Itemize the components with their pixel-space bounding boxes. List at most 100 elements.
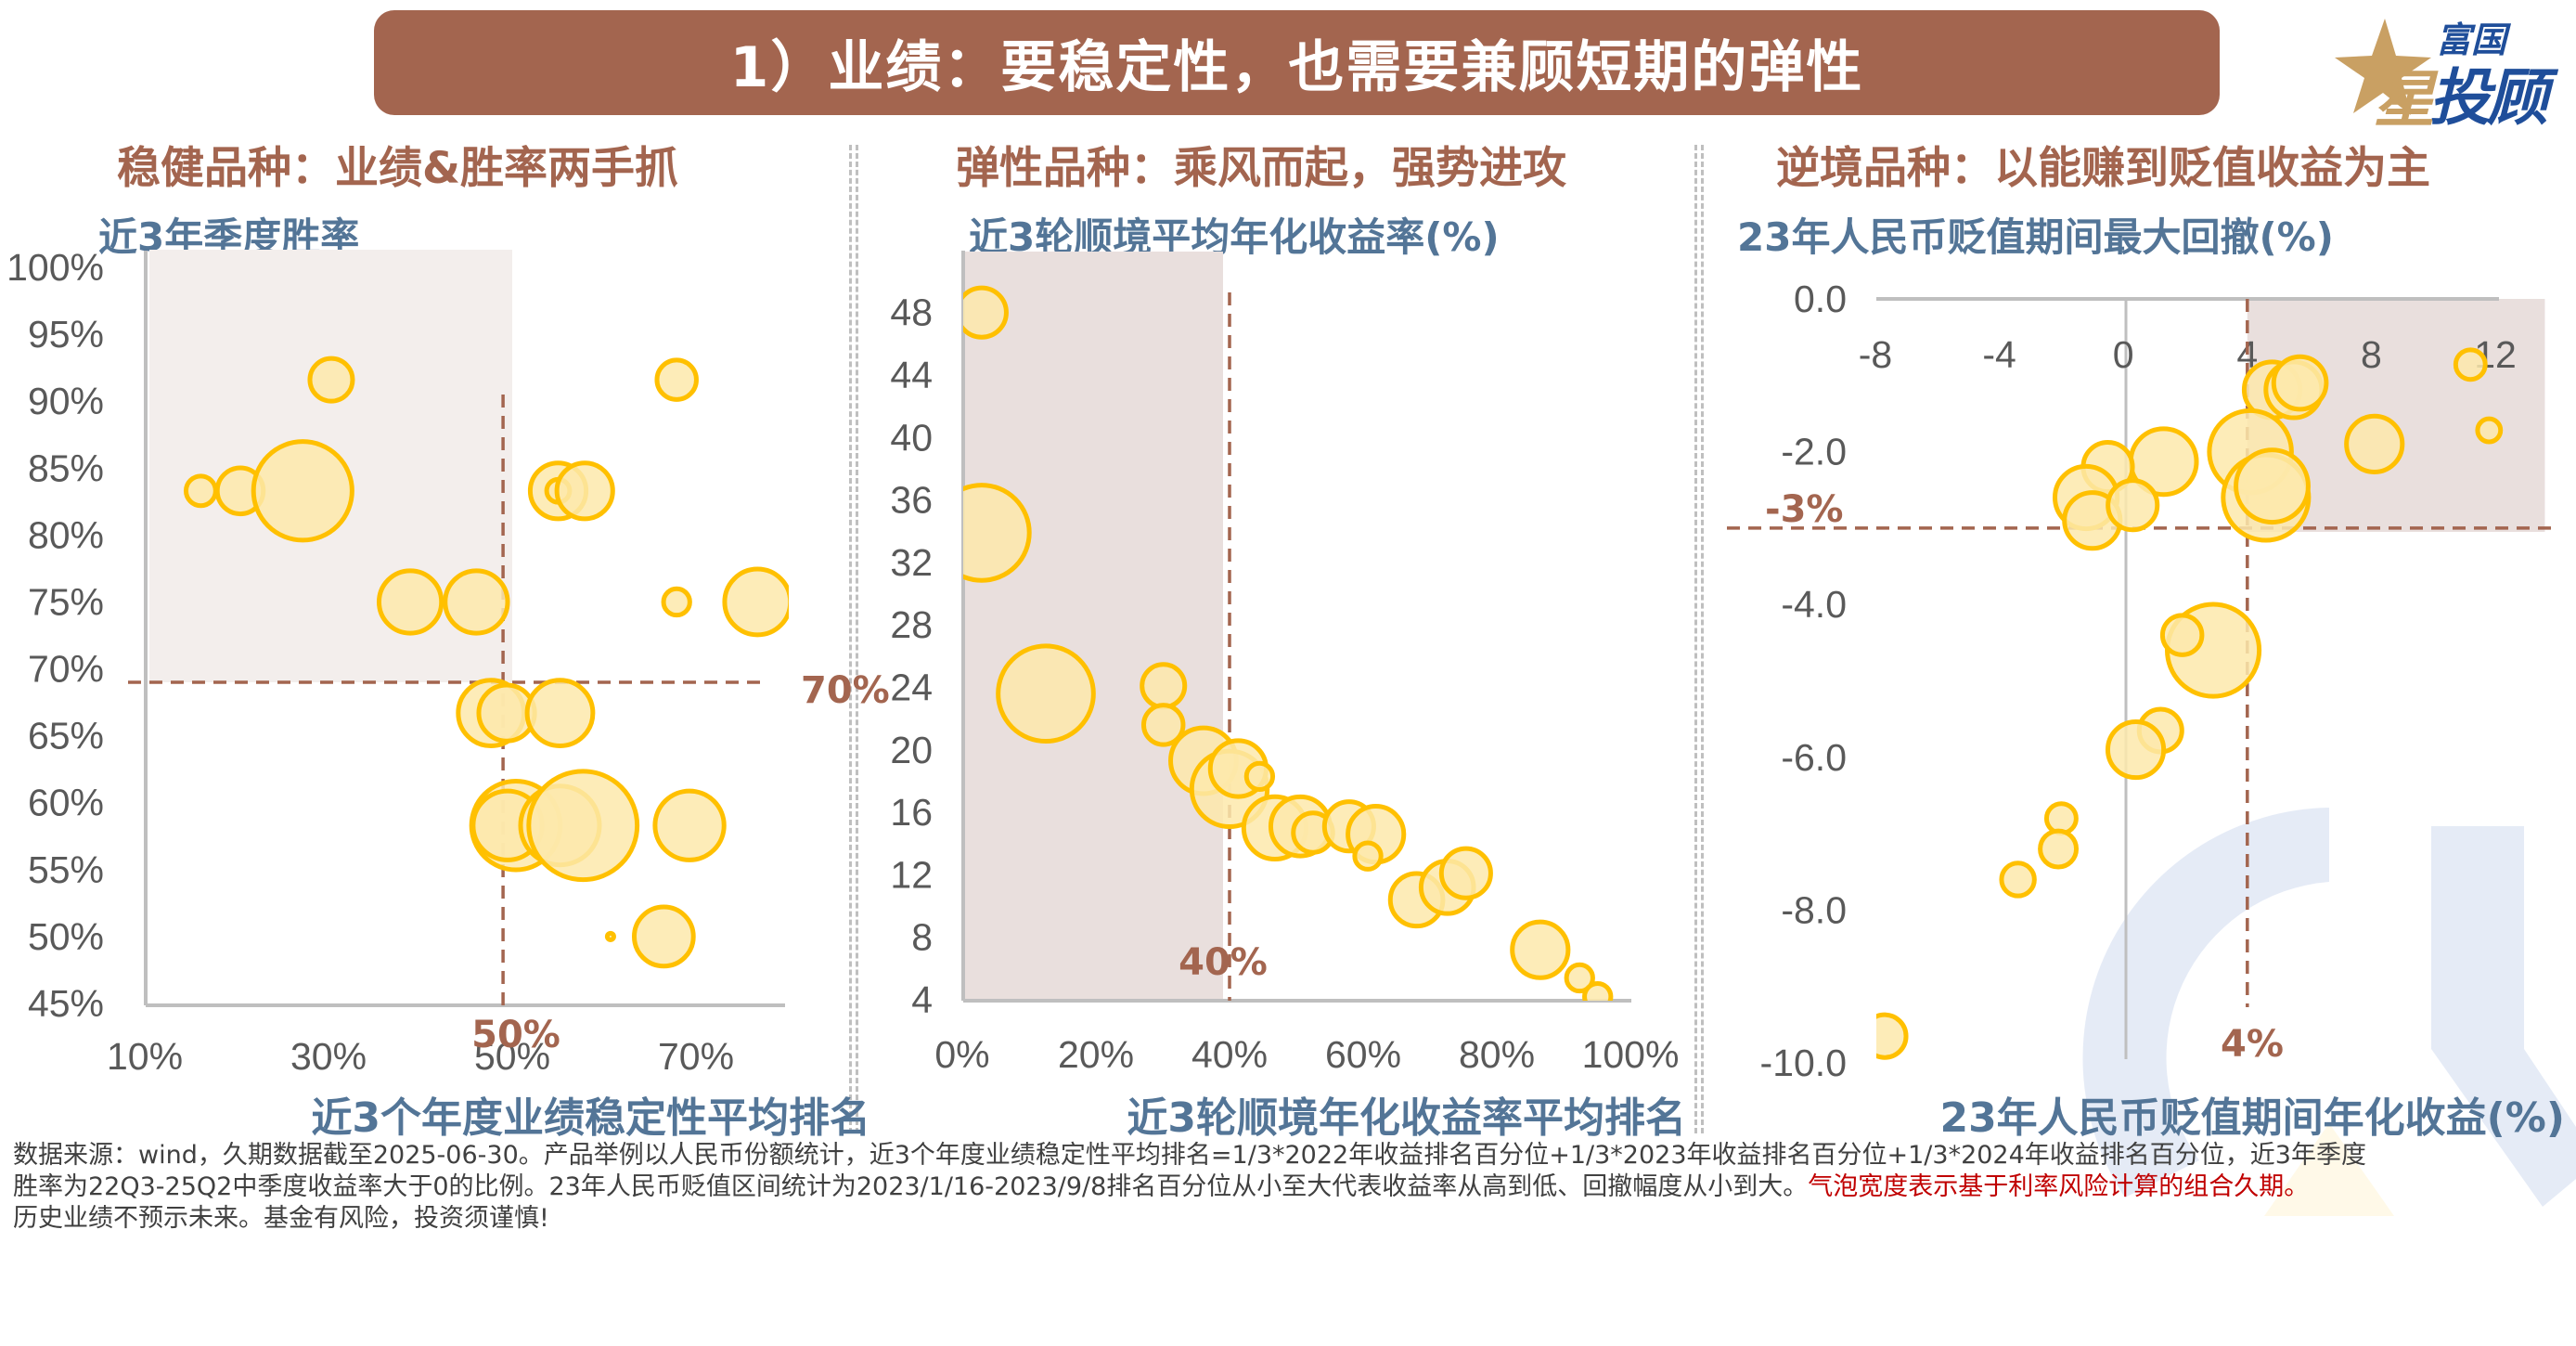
bubble-point bbox=[1876, 1012, 1909, 1060]
bubble-group bbox=[183, 356, 789, 969]
x-tick-label: 30% bbox=[290, 1035, 367, 1078]
bubble-point bbox=[2453, 347, 2488, 382]
bubble-point bbox=[251, 439, 354, 543]
reference-label-x: 40% bbox=[1179, 941, 1268, 984]
x-tick-label: 70% bbox=[658, 1035, 734, 1078]
bubble-point bbox=[526, 769, 640, 883]
y-tick-label: 44 bbox=[890, 354, 933, 396]
y-tick-label: 90% bbox=[28, 380, 104, 422]
footnote-bubble-note: 气泡宽度表示基于利率风险计算的组合久期。 bbox=[1808, 1172, 2310, 1201]
y-tick-label: 32 bbox=[890, 541, 933, 584]
bubble-point bbox=[2234, 447, 2311, 525]
bubble-point bbox=[1140, 703, 1186, 747]
bubble-point bbox=[1243, 760, 1276, 793]
bubble-point bbox=[1438, 846, 1493, 900]
bubble-point bbox=[652, 788, 727, 862]
bubble-point bbox=[524, 678, 596, 749]
y-tick-label: 0.0 bbox=[1794, 278, 1847, 320]
watermark-logo-icon bbox=[2082, 808, 2576, 1216]
section-title-elastic: 弹性品种：乘风而起，强势进攻 bbox=[956, 143, 1566, 194]
reference-label-x: 4% bbox=[2221, 1023, 2284, 1066]
bubble-point bbox=[604, 930, 616, 942]
bubble-point bbox=[2106, 478, 2160, 533]
bubble-point bbox=[2159, 613, 2205, 657]
y-tick-label: 100% bbox=[6, 246, 104, 289]
section-divider bbox=[1694, 145, 1704, 1133]
y-tick-label: -4.0 bbox=[1781, 583, 1847, 626]
y-tick-label: -10.0 bbox=[1760, 1042, 1847, 1084]
logo-star-char: 星 bbox=[2374, 64, 2435, 136]
y-tick-label: -6.0 bbox=[1781, 736, 1847, 779]
y-tick-label: 48 bbox=[890, 291, 933, 334]
y-tick-label: 95% bbox=[28, 313, 104, 356]
bubble-point bbox=[996, 643, 1096, 744]
bubble-point bbox=[2038, 828, 2080, 870]
y-tick-label: 4 bbox=[911, 978, 933, 1021]
chart1-bubble-plot: 10% 30% 50% 70% 100% 95% 90% 85% 80% 75% 70% 65% 60%… bbox=[6, 246, 890, 1078]
y-tick-label: -8.0 bbox=[1781, 888, 1847, 931]
y-tick-label: 70% bbox=[28, 648, 104, 691]
section-divider bbox=[849, 145, 858, 1133]
section-title-stable: 稳健品种：业绩&胜率两手抓 bbox=[117, 143, 678, 194]
section-title-adverse: 逆境品种：以能赚到贬值收益为主 bbox=[1776, 143, 2430, 194]
footnote-line2: 胜率为22Q3-25Q2中季度收益率大于0的比例。23年人民币贬值区间统计为20… bbox=[13, 1171, 2567, 1203]
bubble-point bbox=[2344, 413, 2405, 474]
y-tick-label: 45% bbox=[28, 982, 104, 1025]
y-tick-label: 50% bbox=[28, 915, 104, 958]
header-banner: 1）业绩：要稳定性，也需要兼顾短期的弹性 bbox=[374, 10, 2220, 115]
bubble-point bbox=[654, 357, 699, 402]
bubble-point bbox=[1352, 840, 1384, 872]
bubble-point bbox=[2271, 354, 2329, 412]
y-tick-label: 80% bbox=[28, 513, 104, 556]
bubble-point bbox=[376, 568, 444, 636]
y-tick-label: -2.0 bbox=[1781, 431, 1847, 473]
x-tick-label: -4 bbox=[1982, 333, 2016, 376]
bubble-point bbox=[307, 356, 355, 404]
footnote: 数据来源：wind，久期数据截至2025-06-30。产品举例以人民币份额统计，… bbox=[13, 1140, 2567, 1235]
y-tick-label: 24 bbox=[890, 666, 933, 708]
y-tick-label: 60% bbox=[28, 782, 104, 824]
bubble-point bbox=[1564, 962, 1595, 994]
bubble-point bbox=[1510, 919, 1571, 980]
y-tick-label: 40 bbox=[890, 416, 933, 459]
bubble-point bbox=[963, 285, 1009, 340]
chart2-bubble-plot: 0% 20% 40% 60% 80% 100% 48 44 40 36 32 28 24 20 16 12 8 4… bbox=[890, 251, 1680, 1076]
reference-label-y: -3% bbox=[1765, 488, 1844, 531]
logo-line2: 投顾 bbox=[2429, 62, 2548, 134]
bubble-point bbox=[963, 483, 1032, 583]
bubble-group bbox=[1876, 347, 2504, 1060]
chart2-x-axis-title: 近3轮顺境年化收益率平均排名 bbox=[1127, 1094, 1686, 1142]
chart3-bubble-plot: -8-4048120.0-2.0-4.0-6.0-8.0-10.0-3%4% bbox=[1727, 278, 2555, 1084]
x-tick-label: 10% bbox=[107, 1035, 183, 1078]
logo-line1: 富国 bbox=[2436, 19, 2507, 60]
y-tick-label: 12 bbox=[890, 853, 933, 896]
bubble-point bbox=[1582, 980, 1614, 1001]
y-tick-label: 20 bbox=[890, 729, 933, 771]
x-tick-label: 50% bbox=[474, 1035, 550, 1078]
reference-label-x: 50% bbox=[471, 1014, 560, 1056]
bubble-point bbox=[2105, 718, 2167, 781]
x-tick-label: 8 bbox=[2361, 333, 2382, 376]
star-icon bbox=[2335, 19, 2431, 115]
y-tick-label: 36 bbox=[890, 479, 933, 522]
bubble-point bbox=[661, 586, 692, 618]
y-tick-label: 75% bbox=[28, 580, 104, 623]
y-tick-label: 16 bbox=[890, 791, 933, 834]
x-tick-label: 60% bbox=[1325, 1033, 1401, 1076]
x-tick-label: 100% bbox=[1582, 1033, 1680, 1076]
y-tick-label: 55% bbox=[28, 848, 104, 891]
x-tick-label: 20% bbox=[1058, 1033, 1134, 1076]
bubble-point bbox=[1999, 861, 2037, 899]
bubble-point bbox=[722, 566, 789, 638]
x-tick-label: -8 bbox=[1859, 333, 1892, 376]
bubble-point bbox=[2043, 801, 2079, 836]
y-tick-label: 65% bbox=[28, 715, 104, 757]
footnote-line2-text: 胜率为22Q3-25Q2中季度收益率大于0的比例。23年人民币贬值区间统计为20… bbox=[13, 1172, 1809, 1201]
bubble-point bbox=[554, 460, 615, 522]
page-title: 1）业绩：要稳定性，也需要兼顾短期的弹性 bbox=[729, 35, 1864, 100]
x-tick-label: 80% bbox=[1459, 1033, 1535, 1076]
x-tick-label: 0 bbox=[2113, 333, 2134, 376]
bubble-point bbox=[2475, 416, 2504, 445]
bubble-point bbox=[631, 904, 696, 969]
y-tick-label: 8 bbox=[911, 916, 933, 959]
